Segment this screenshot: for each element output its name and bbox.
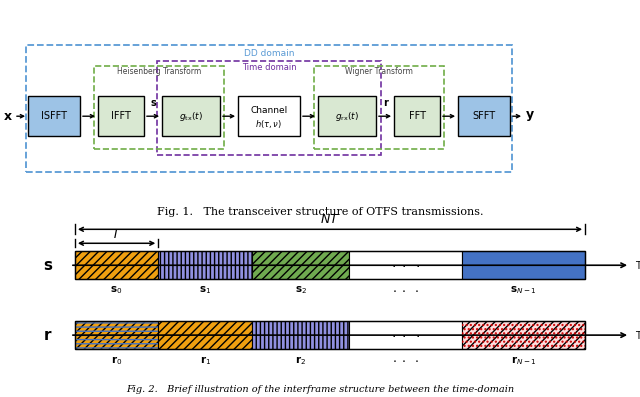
Bar [461,321,585,349]
Text: Heisenberg Transform: Heisenberg Transform [117,67,201,76]
Text: $\mathbf{s}_1$: $\mathbf{s}_1$ [199,284,211,296]
Bar [458,96,510,137]
Text: FFT: FFT [408,111,426,121]
Text: IFFT: IFFT [111,111,131,121]
Text: $g_{\rm rx}(t)$: $g_{\rm rx}(t)$ [335,110,359,123]
Text: Wigner Transform: Wigner Transform [345,67,413,76]
Text: $\mathbf{x}$: $\mathbf{x}$ [3,110,13,123]
Bar [461,251,585,279]
Text: ISFFT: ISFFT [41,111,67,121]
Text: $g_{\rm tx}(t)$: $g_{\rm tx}(t)$ [179,110,203,123]
Text: $\mathbf{r}_2$: $\mathbf{r}_2$ [295,354,307,367]
Text: Fig. 1.   The transceiver structure of OTFS transmissions.: Fig. 1. The transceiver structure of OTF… [157,207,483,217]
Bar [252,251,349,279]
Text: $NT$: $NT$ [320,213,340,226]
Bar [349,321,461,349]
Bar [238,96,300,137]
Bar [157,61,381,154]
Bar [75,321,158,349]
Bar [394,96,440,137]
Text: $\mathbf{r}_1$: $\mathbf{r}_1$ [200,354,211,367]
Text: $h(\tau,\nu)$: $h(\tau,\nu)$ [255,118,283,130]
Text: $\cdot\;\cdot\;\cdot$: $\cdot\;\cdot\;\cdot$ [391,258,420,272]
Bar [314,66,444,148]
Bar [94,66,224,148]
Bar [26,46,512,172]
Text: $\mathbf{r}_0$: $\mathbf{r}_0$ [111,354,122,367]
Bar [318,96,376,137]
Bar [158,251,252,279]
Bar [75,251,158,279]
Bar [28,96,80,137]
Text: Time $(t)$: Time $(t)$ [635,329,640,341]
Text: $\mathbf{s}_{N-1}$: $\mathbf{s}_{N-1}$ [510,284,537,296]
Text: DD domain: DD domain [244,49,294,58]
Bar [461,321,585,349]
Bar [75,251,585,279]
Text: $\mathbf{s}_2$: $\mathbf{s}_2$ [295,284,307,296]
Bar [98,96,144,137]
Bar [158,321,252,349]
Text: $\mathbf{y}$: $\mathbf{y}$ [525,109,535,123]
Bar [252,321,349,349]
Text: Fig. 2.   Brief illustration of the interframe structure between the time-domain: Fig. 2. Brief illustration of the interf… [126,385,514,393]
Text: SFFT: SFFT [472,111,495,121]
Text: $\cdot\;\cdot\;\cdot$: $\cdot\;\cdot\;\cdot$ [392,284,419,297]
Text: $\mathbf{r}$: $\mathbf{r}$ [44,328,52,343]
Text: Channel: Channel [250,106,287,115]
Bar [349,251,461,279]
Text: $\cdot\;\cdot\;\cdot$: $\cdot\;\cdot\;\cdot$ [391,328,420,342]
Bar [75,321,158,349]
Bar [162,96,220,137]
Text: $\mathbf{s}$: $\mathbf{s}$ [43,258,53,273]
Text: $\mathbf{r}_{N-1}$: $\mathbf{r}_{N-1}$ [511,354,536,367]
Text: $\mathbf{s}_0$: $\mathbf{s}_0$ [110,284,123,296]
Text: $\cdot\;\cdot\;\cdot$: $\cdot\;\cdot\;\cdot$ [392,354,419,367]
Text: $T$: $T$ [111,228,122,241]
Text: $\mathbf{s}$: $\mathbf{s}$ [150,98,157,108]
Text: Time domain: Time domain [242,63,296,72]
Text: $\mathbf{r}$: $\mathbf{r}$ [383,97,389,108]
Text: Time $(t)$: Time $(t)$ [635,259,640,272]
Bar [75,321,585,349]
